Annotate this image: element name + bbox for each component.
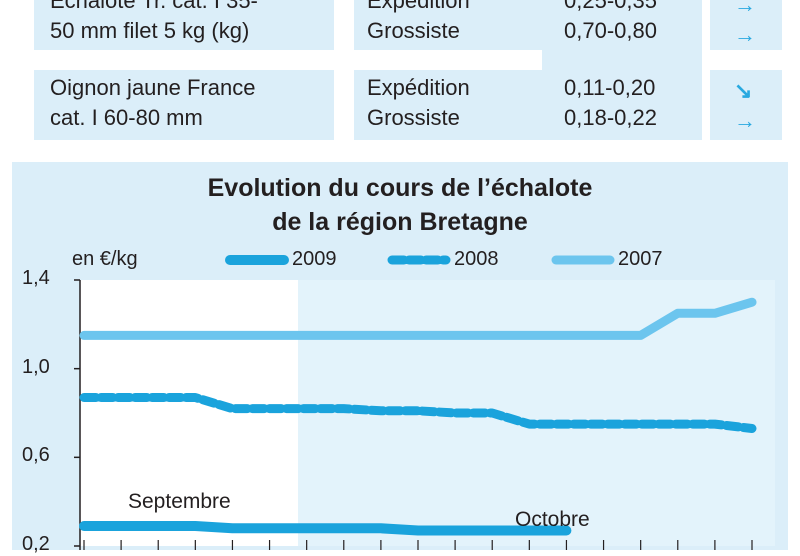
series-line-2008 [79, 393, 757, 433]
chart-title-line-2: de la région Bretagne [272, 208, 528, 236]
price-grossiste: 0,18-0,22 [564, 105, 657, 130]
price-expedition: 0,25-0,35 [564, 0, 657, 13]
month-label-october: Octobre [515, 508, 590, 531]
legend-label: 2008 [454, 248, 499, 270]
trend-arrow-icon: → [734, 108, 756, 133]
y-axis-unit: en €/kg [72, 248, 138, 270]
row-bg [542, 0, 702, 70]
y-tick-label: 1,4 [22, 267, 50, 289]
row-bg [710, 70, 782, 140]
product-name-line-1: Echalote Tr. cat. I 35- [50, 0, 258, 13]
stage-grossiste: Grossiste [367, 105, 460, 130]
row-bg [34, 0, 334, 50]
series-group [79, 297, 757, 536]
series-line-2007 [79, 297, 757, 340]
y-tick-label: 1,0 [22, 355, 50, 378]
legend-label: 2009 [292, 248, 337, 270]
product-name-line-2: 50 mm filet 5 kg (kg) [50, 18, 250, 43]
row-bg [354, 0, 550, 50]
stage-expedition: Expédition [367, 0, 470, 13]
axes [74, 279, 753, 550]
y-tick-label: 0,6 [22, 444, 50, 467]
row-bg [34, 70, 334, 140]
price-expedition: 0,11-0,20 [564, 75, 656, 100]
table-row: Oignon jaune France cat. I 60-80 mm Expé… [34, 70, 782, 140]
stage-grossiste: Grossiste [367, 18, 460, 43]
row-bg [354, 70, 550, 140]
chart-title-line-1: Evolution du cours de l’échalote [207, 174, 593, 202]
row-bg [542, 70, 702, 140]
legend-label: 2007 [618, 248, 663, 270]
trend-arrow-icon: → [734, 0, 756, 17]
series-line-2009 [79, 521, 572, 536]
price-table: Echalote Tr. cat. I 35- 50 mm filet 5 kg… [34, 0, 782, 143]
stage-expedition: Expédition [367, 75, 470, 100]
price-grossiste: 0,70-0,80 [564, 18, 657, 43]
table-row: Echalote Tr. cat. I 35- 50 mm filet 5 kg… [34, 0, 782, 70]
trend-arrow-icon: ↘ [734, 78, 753, 103]
row-bg [710, 0, 782, 50]
y-tick-label: 0,2 [22, 533, 50, 555]
month-label-september: Septembre [128, 490, 231, 513]
trend-arrow-icon: → [734, 22, 756, 47]
product-name-line-1: Oignon jaune France [50, 75, 256, 100]
product-name-line-2: cat. I 60-80 mm [50, 105, 203, 130]
